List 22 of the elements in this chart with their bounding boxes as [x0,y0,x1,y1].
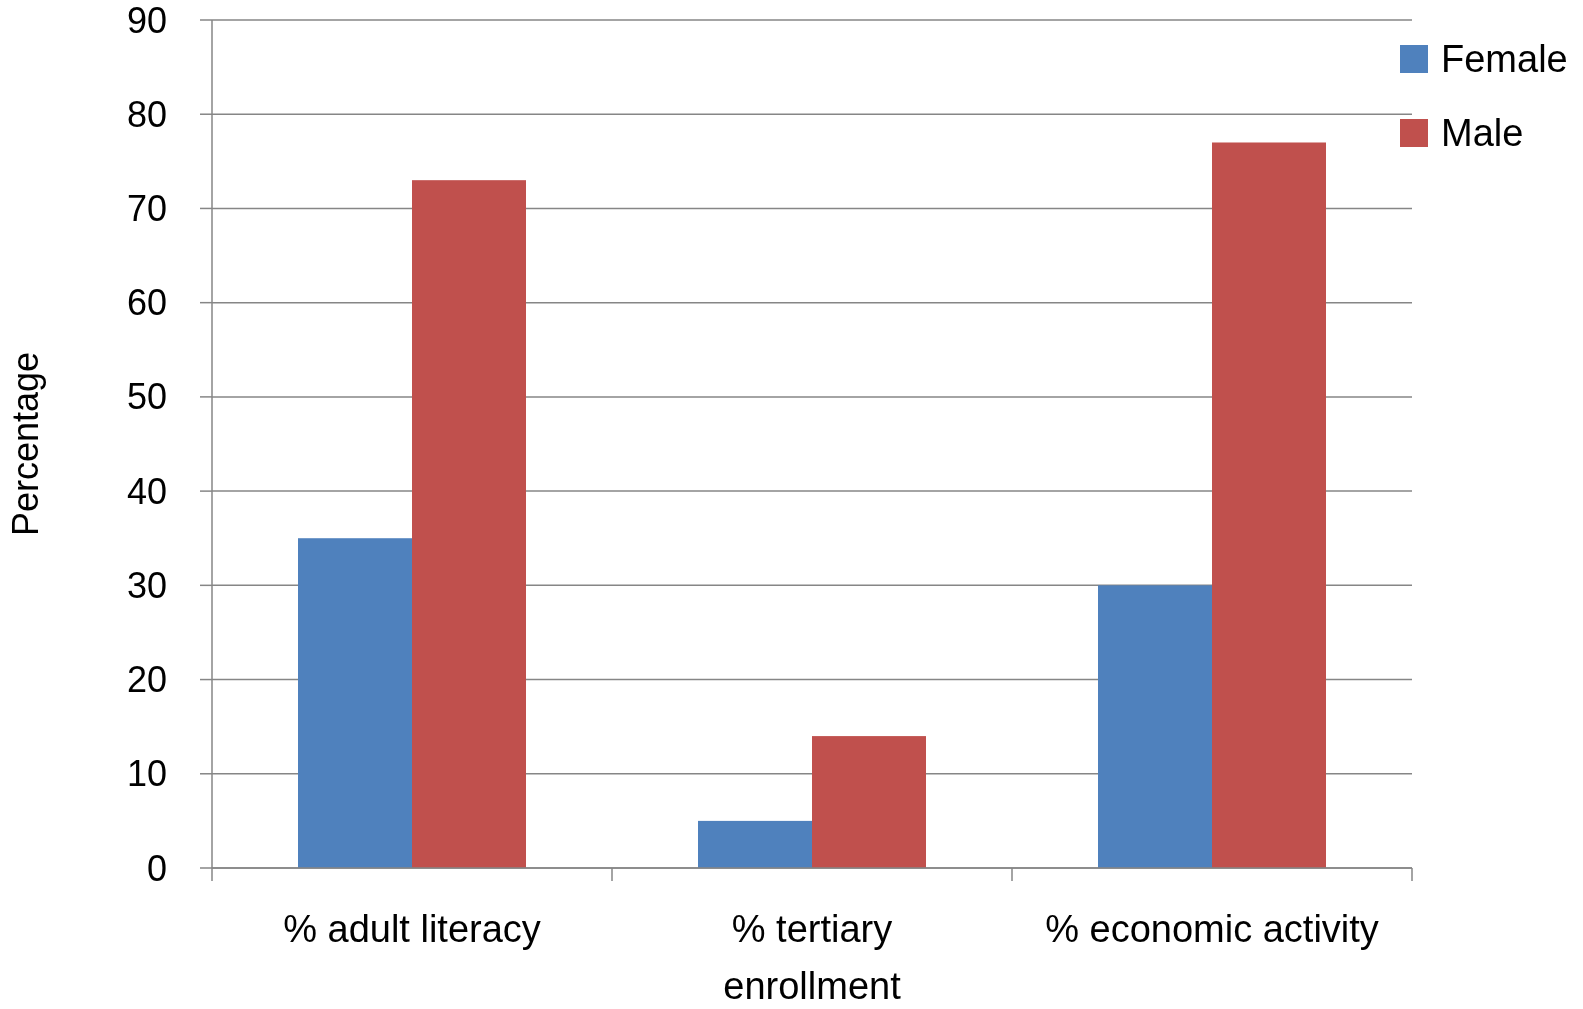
legend-label: Female [1441,38,1568,81]
bar [1098,585,1212,868]
bar [412,180,526,868]
x-tick-label: % adult literacy [283,908,541,950]
y-tick-label: 60 [126,282,167,324]
legend-label: Male [1441,112,1524,155]
bar [298,538,412,868]
y-tick-label: 50 [126,376,167,418]
bar [698,820,812,868]
bar [812,736,926,868]
y-tick-label: 70 [126,188,167,230]
y-tick-label: 20 [126,659,167,701]
y-axis-title: Percentage [5,351,46,537]
y-tick-label: 80 [126,93,167,135]
bar [1212,142,1326,868]
y-tick-label: 90 [126,0,167,41]
y-tick-label: 0 [146,847,167,889]
y-tick-label: 40 [126,470,167,512]
y-tick-label: 10 [126,753,167,795]
y-tick-label: 30 [126,564,167,606]
x-tick-label: % tertiary enrollment [723,908,902,1007]
x-tick-label: % economic activity [1045,908,1379,950]
